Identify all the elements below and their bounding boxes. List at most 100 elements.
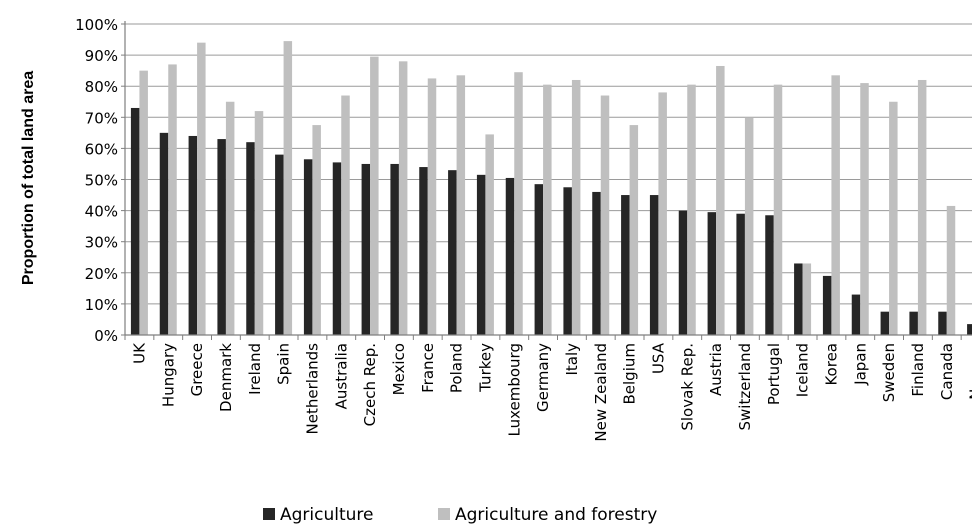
bar-agriculture-and-forestry: [889, 101, 898, 335]
bar-agriculture: [736, 213, 745, 335]
bar-agriculture-and-forestry: [600, 95, 610, 335]
bar-agriculture-and-forestry: [283, 41, 293, 335]
bar-agriculture: [275, 154, 284, 335]
y-tick-label: 40%: [85, 203, 118, 221]
bar-agriculture-and-forestry: [658, 92, 667, 335]
bar-agriculture: [130, 107, 140, 335]
bar-agriculture-and-forestry: [139, 70, 148, 336]
x-tick-label: Sweden: [880, 343, 898, 402]
bar-agriculture-and-forestry: [802, 263, 812, 335]
bar-agriculture: [678, 210, 688, 335]
legend-label-agriculture: Agriculture: [280, 505, 374, 525]
bar-agriculture-and-forestry: [571, 79, 581, 335]
bar-agriculture: [621, 195, 630, 335]
x-tick-label: UK: [130, 342, 148, 364]
bar-agriculture-and-forestry: [312, 125, 321, 335]
x-tick-label: Portugal: [765, 343, 783, 405]
y-tick-label: 60%: [85, 140, 118, 158]
bar-agriculture: [938, 311, 947, 335]
bar-agriculture-and-forestry: [629, 125, 639, 335]
x-tick-label: Turkey: [476, 343, 494, 393]
bar-agriculture: [476, 174, 486, 335]
y-tick-label: 10%: [85, 296, 118, 314]
bar-agriculture-and-forestry: [168, 64, 177, 336]
bar-agriculture-and-forestry: [225, 101, 235, 335]
x-tick-label: Norway: [967, 343, 972, 400]
bar-agriculture: [332, 162, 342, 335]
x-tick-label: Greece: [188, 343, 206, 396]
y-tick-label: 70%: [85, 109, 118, 127]
x-tick-label: Switzerland: [736, 343, 754, 431]
x-tick-label: Japan: [851, 343, 869, 386]
bar-agriculture: [563, 187, 572, 335]
bar-agriculture-and-forestry: [456, 75, 466, 335]
x-tick-label: Netherlands: [303, 343, 321, 435]
bar-agriculture: [217, 139, 226, 335]
bar-agriculture: [303, 159, 313, 335]
y-tick-labels: 0% 10% 20% 30% 40% 50% 60% 70% 80% 90% 100%: [75, 16, 118, 345]
bar-agriculture: [419, 167, 428, 335]
legend-swatch-agriculture: [263, 508, 275, 520]
x-tick-label: Korea: [822, 343, 840, 386]
y-tick-label: 20%: [85, 265, 118, 283]
bar-agriculture-and-forestry: [773, 84, 783, 336]
x-tick-label: New Zealand: [592, 343, 610, 442]
bar-agriculture: [246, 142, 255, 335]
legend-swatch-agriculture-and-forestry: [438, 508, 450, 520]
axes: [121, 21, 972, 340]
y-tick-label: 0%: [94, 327, 118, 345]
bar-agriculture-and-forestry: [514, 72, 523, 335]
bar-agriculture-and-forestry: [744, 117, 754, 335]
bar-agriculture: [649, 195, 659, 335]
bar-agriculture-and-forestry: [946, 205, 956, 335]
x-tick-label: Ireland: [246, 343, 264, 395]
bar-agriculture-and-forestry: [543, 84, 552, 336]
x-tick-label: France: [419, 343, 437, 393]
x-tick-label: Mexico: [390, 343, 408, 395]
y-tick-label: 50%: [85, 172, 118, 190]
x-tick-label: Austria: [707, 343, 725, 396]
x-tick-label: Poland: [448, 343, 466, 393]
bar-agriculture: [822, 275, 832, 335]
bar-agriculture-and-forestry: [254, 111, 264, 335]
bar-agriculture-and-forestry: [917, 79, 927, 335]
bar-agriculture-and-forestry: [687, 84, 696, 336]
bar-agriculture: [159, 132, 169, 335]
bar-agriculture-and-forestry: [485, 134, 494, 335]
x-tick-label: Finland: [909, 343, 927, 397]
y-tick-label: 90%: [85, 47, 118, 65]
bar-agriculture-and-forestry: [370, 56, 379, 335]
x-tick-label: Belgium: [621, 343, 639, 405]
bar-agriculture: [534, 184, 544, 335]
x-tick-label: Hungary: [159, 343, 177, 407]
bar-agriculture: [361, 163, 371, 335]
y-tick-label: 100%: [75, 16, 118, 34]
y-tick-label: 80%: [85, 78, 118, 96]
bar-agriculture-and-forestry: [860, 83, 869, 335]
x-tick-label: Italy: [563, 343, 581, 376]
bar-agriculture: [909, 311, 918, 335]
bar-agriculture: [188, 135, 198, 335]
bar-agriculture: [592, 191, 601, 335]
bar-agriculture: [967, 324, 972, 335]
x-tick-label: Luxembourg: [505, 343, 523, 437]
bar-agriculture: [390, 163, 399, 335]
bar-agriculture: [765, 215, 774, 335]
bar-agriculture: [448, 170, 457, 335]
bar-agriculture: [505, 177, 515, 335]
bars: [130, 41, 972, 336]
x-tick-label: Czech Rep.: [361, 343, 379, 426]
bar-agriculture-and-forestry: [197, 42, 206, 335]
x-tick-label: Denmark: [217, 343, 235, 412]
x-tick-label: Spain: [275, 343, 293, 385]
x-tick-label: Slovak Rep.: [678, 343, 696, 431]
bar-agriculture: [794, 263, 803, 335]
x-tick-label: Australia: [332, 343, 350, 409]
bar-agriculture: [851, 294, 861, 335]
x-tick-label: Canada: [938, 343, 956, 400]
legend: Agriculture Agriculture and forestry: [263, 505, 657, 525]
legend-label-agriculture-and-forestry: Agriculture and forestry: [455, 505, 657, 525]
bar-agriculture-and-forestry: [398, 61, 408, 335]
bar-agriculture-and-forestry: [427, 78, 437, 336]
